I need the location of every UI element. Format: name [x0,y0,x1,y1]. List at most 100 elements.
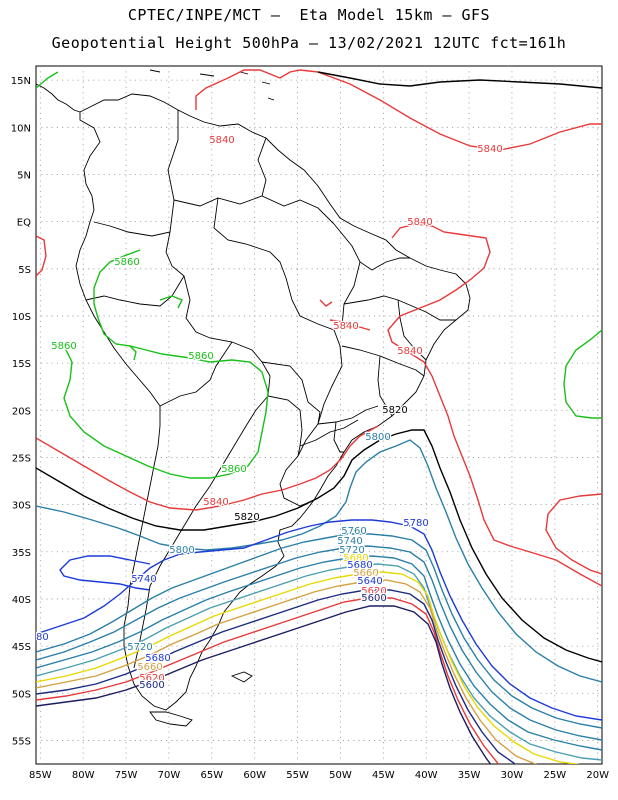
contour-label-5860: 5860 [221,464,246,475]
latitude-label: 50S [12,689,31,700]
contour-label-5640: 5640 [357,576,382,587]
contour-label-5780: 5780 [23,632,48,643]
latitude-label: 30S [12,501,31,512]
latitude-label: 40S [12,595,31,606]
contour-label-5600: 5600 [139,680,164,691]
longitude-label: 75W [115,770,138,781]
contour-5860-inner [129,295,183,361]
latitude-label: 5S [18,265,31,276]
longitude-label: 30W [501,770,524,781]
contour-label-5680: 5680 [145,653,170,664]
contour-5860-east [563,329,602,419]
map-frame [35,65,603,765]
contour-label-5840: 5840 [333,321,358,332]
latitude-label: 45S [12,642,31,653]
longitude-label: 50W [329,770,352,781]
contour-5840-north [195,69,602,151]
latitude-label: 55S [12,736,31,747]
contour-label-5720: 5720 [339,545,364,556]
latitude-label: 25S [12,453,31,464]
longitude-label: 55W [286,770,309,781]
contour-5820-north [317,71,602,89]
country-borders [85,110,359,669]
contour-5760 [36,533,602,729]
longitude-label: 40W [415,770,438,781]
central-america [36,83,81,113]
longitude-labels: 85W 80W 75W 70W 65W 60W 55W 50W 45W 40W 35W 30W 25W 2… [29,770,609,781]
contour-label-5800: 5800 [365,432,390,443]
longitude-label: 25W [544,770,567,781]
contour-label-5860: 5860 [51,341,76,352]
contour-5840-ne-brazil [387,223,602,587]
contour-label-5660: 5660 [137,662,162,673]
brazil-states [317,223,456,453]
contour-label-5820: 5820 [234,512,259,523]
contour-label-5860: 5860 [114,257,139,268]
south-america-coastline [75,93,471,711]
longitude-label: 35W [458,770,481,781]
latitude-label: 15S [12,359,31,370]
contour-label-5600: 5600 [361,593,386,604]
contour-labels: 5840 5840 5840 5840 5840 5840 5860 5860 5860 5860… [23,134,504,693]
latitude-label: EQ [17,218,31,229]
latitude-label: 10N [11,123,31,134]
longitude-label: 80W [72,770,95,781]
contour-label-5720: 5720 [127,642,152,653]
contour-label-5800: 5800 [169,545,194,556]
contour-5680 [36,571,581,764]
longitude-label: 65W [200,770,223,781]
contour-label-5740: 5740 [131,574,156,585]
contour-label-5840: 5840 [209,135,234,146]
contour-5860-main [51,249,269,479]
contour-label-5820: 5820 [382,405,407,416]
contour-5740 [36,545,602,741]
contour-5840-west [36,235,47,277]
contour-5600 [36,605,492,764]
contour-label-5860: 5860 [188,351,213,362]
coastlines-borders [36,69,471,727]
contour-label-5740: 5740 [337,536,362,547]
contour-5700 [36,563,602,761]
contour-label-5840: 5840 [203,497,228,508]
contour-5740-loop [59,555,151,591]
contour-label-5840: 5840 [477,144,502,155]
contour-5720 [36,555,602,751]
contour-5800 [36,439,602,683]
contour-label-5840: 5840 [407,217,432,228]
latitude-label: 5N [17,170,31,181]
latitude-label: 10S [12,312,31,323]
latitude-label: 35S [12,548,31,559]
contour-label-5760: 5760 [341,526,366,537]
contour-label-5680: 5680 [347,560,372,571]
longitude-label: 45W [372,770,395,781]
longitude-label: 85W [29,770,52,781]
contour-5780 [36,519,602,721]
contour-label-5660: 5660 [353,568,378,579]
falklands [230,671,253,683]
contour-label-5620: 5620 [361,586,386,597]
contour-label-5680: 5680 [343,553,368,564]
latitude-label: 15N [11,76,31,87]
contour-5820-main [36,429,602,663]
contour-label-5780: 5780 [403,518,428,529]
contour-5660 [36,579,538,764]
latitude-label: 20S [12,406,31,417]
contour-5860-nw [36,71,59,89]
longitude-label: 60W [243,770,266,781]
caribbean-islands [149,69,275,101]
contour-5640 [36,589,517,764]
latitude-labels: 15N 10N 5N EQ 5S 10S 15S 20S 25S 30S 35S 40S 45S 50S 5… [11,76,31,747]
longitude-label: 20W [586,770,609,781]
contour-5620 [36,597,500,764]
contour-5840-south [36,425,379,511]
tierra-del-fuego [149,711,193,727]
title-line-1: CPTEC/INPE/MCT – Eta Model 15km – GFS [127,6,491,24]
graticule [36,66,602,764]
title-line-2: Geopotential Height 500hPa – 13/02/2021 … [51,34,567,52]
contour-5840-small [319,299,371,331]
contour-label-5620: 5620 [139,673,164,684]
contour-label-5840: 5840 [397,346,422,357]
contour-5840-east-loop [545,493,602,575]
longitude-label: 70W [158,770,181,781]
